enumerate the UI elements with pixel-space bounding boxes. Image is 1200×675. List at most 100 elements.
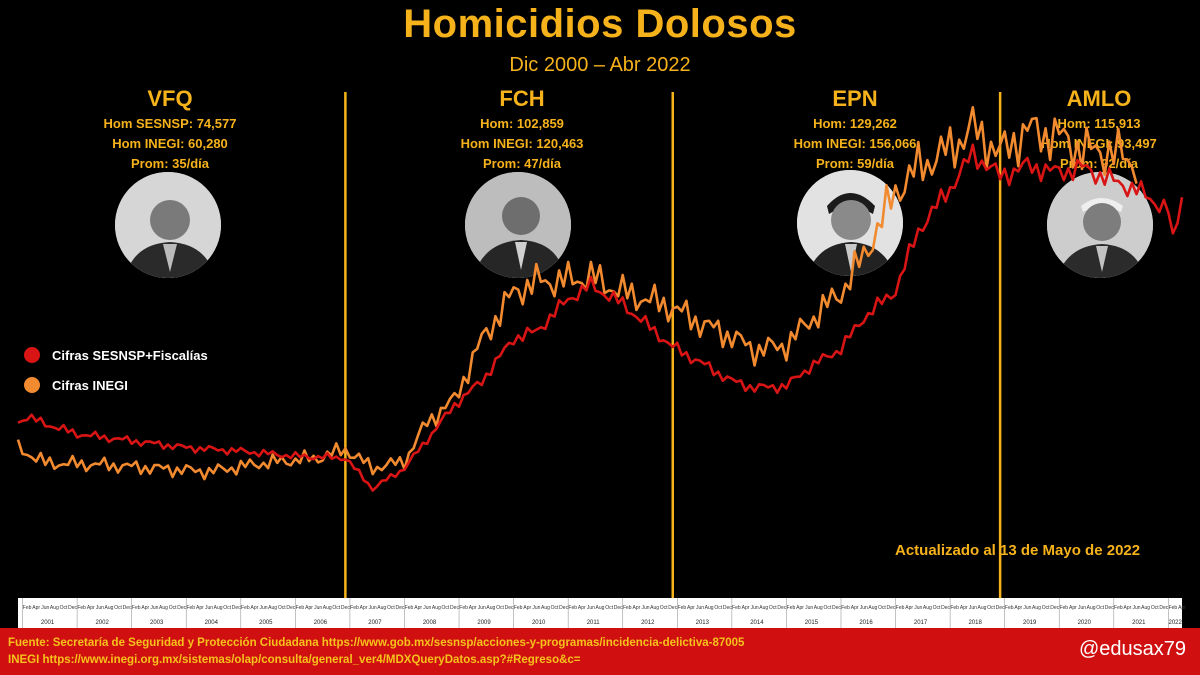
period-stat-avg: Prom: 35/día [130,156,210,171]
x-month-label: Aug [868,605,877,611]
x-tick-label: 2012 [641,620,655,626]
x-tick-label: 2017 [914,620,928,626]
x-month-label: Jun [751,605,759,611]
x-tick-label: 2005 [259,620,273,626]
x-tick-label: 2022 [1169,620,1183,626]
x-month-label: Feb [459,605,468,611]
x-tick-label: 2003 [150,620,164,626]
x-month-label: Dec [887,605,896,611]
x-month-label: Oct [442,605,450,611]
chart-title: Homicidios Dolosos [403,2,797,46]
x-month-label: Feb [1005,605,1014,611]
x-month-label: Apr [305,605,313,611]
period-name: AMLO [1066,86,1132,111]
x-month-label: Apr [414,605,422,611]
x-month-label: Apr [469,605,477,611]
x-month-label: Jun [860,605,868,611]
x-month-label: Aug [923,605,932,611]
x-tick-label: 2020 [1078,620,1092,626]
x-month-label: Oct [223,605,231,611]
x-month-label: Aug [1087,605,1096,611]
x-month-label: Apr [851,605,859,611]
x-tick-label: 2011 [587,620,601,626]
x-month-label: Aug [268,605,277,611]
chart-subtitle: Dic 2000 – Abr 2022 [509,54,691,76]
x-month-label: Jun [587,605,595,611]
x-month-label: Feb [841,605,850,611]
author-handle: @edusax79 [1078,638,1186,660]
x-month-label: Apr [632,605,640,611]
x-month-label: Dec [777,605,786,611]
x-month-label: Aug [650,605,659,611]
period-amlo: AMLO Hom: 115,913 Hom INEGI: 93,497 Prom… [999,86,1199,174]
portrait-image [465,172,571,278]
legend: Cifras SESNSP+Fiscalías Cifras INEGI [24,340,208,400]
x-month-label: Apr [196,605,204,611]
x-month-label: Feb [896,605,905,611]
x-tick-label: 2001 [41,620,55,626]
x-tick-label: 2006 [314,620,328,626]
x-month-label: Dec [723,605,732,611]
x-month-label: Oct [987,605,995,611]
x-month-label: Jun [641,605,649,611]
x-month-label: Aug [214,605,223,611]
x-month-label: Apr [1069,605,1077,611]
x-month-label: Apr [742,605,750,611]
period-name: EPN [832,86,878,111]
period-stat-sesnsp: Hom SESNSP: 74,577 [103,116,237,131]
legend-label-inegi: Cifras INEGI [52,377,128,393]
period-stat-avg: Prom: 47/día [482,156,562,171]
x-month-label: Oct [496,605,504,611]
x-tick-label: 2021 [1132,620,1146,626]
x-month-label: Apr [905,605,913,611]
x-month-label: Oct [278,605,286,611]
x-month-label: Aug [814,605,823,611]
x-month-label: Oct [605,605,613,611]
x-month-label: Feb [623,605,632,611]
x-month-label: Aug [977,605,986,611]
x-month-label: Apr [141,605,149,611]
x-axis-band [18,598,1182,628]
x-tick-label: 2014 [750,620,764,626]
x-month-label: Feb [405,605,414,611]
period-name: VFQ [147,86,193,111]
x-month-label: Jun [914,605,922,611]
x-tick-label: 2007 [368,620,382,626]
x-month-label: Apr [1014,605,1022,611]
x-month-label: Dec [941,605,950,611]
x-month-label: Apr [32,605,40,611]
period-stat-inegi: Hom INEGI: 60,280 [112,136,228,151]
x-month-label: Dec [559,605,568,611]
x-month-label: Aug [1032,605,1041,611]
x-month-label: Jun [1133,605,1141,611]
period-stat-avg: Prom: 59/día [815,156,895,171]
source-line-sesnsp[interactable]: Fuente: Secretaría de Seguridad y Protec… [8,637,745,649]
x-month-label: Aug [432,605,441,611]
x-month-label: Aug [705,605,714,611]
x-month-label: Apr [578,605,586,611]
x-month-label: Apr [796,605,804,611]
legend-marker-inegi [24,377,40,393]
legend-item-inegi: Cifras INEGI [24,370,208,400]
x-month-label: Apr [1178,605,1186,611]
x-month-label: Feb [350,605,359,611]
x-month-label: Dec [832,605,841,611]
x-month-label: Apr [960,605,968,611]
source-line-inegi[interactable]: INEGI https://www.inegi.org.mx/sistemas/… [8,654,581,666]
period-name: FCH [499,86,545,111]
x-month-label: Aug [1141,605,1150,611]
x-month-label: Apr [523,605,531,611]
x-tick-label: 2008 [423,620,437,626]
x-month-label: Jun [150,605,158,611]
x-tick-label: 2002 [95,620,109,626]
x-month-label: Dec [1050,605,1059,611]
period-stat-inegi: Hom INEGI: 120,463 [460,136,584,151]
portrait-image [115,172,221,278]
x-month-label: Dec [450,605,459,611]
x-month-label: Aug [759,605,768,611]
x-month-label: Oct [114,605,122,611]
x-month-label: Feb [77,605,86,611]
period-stat-sesnsp: Hom: 129,262 [813,116,897,131]
x-month-label: Dec [505,605,514,611]
